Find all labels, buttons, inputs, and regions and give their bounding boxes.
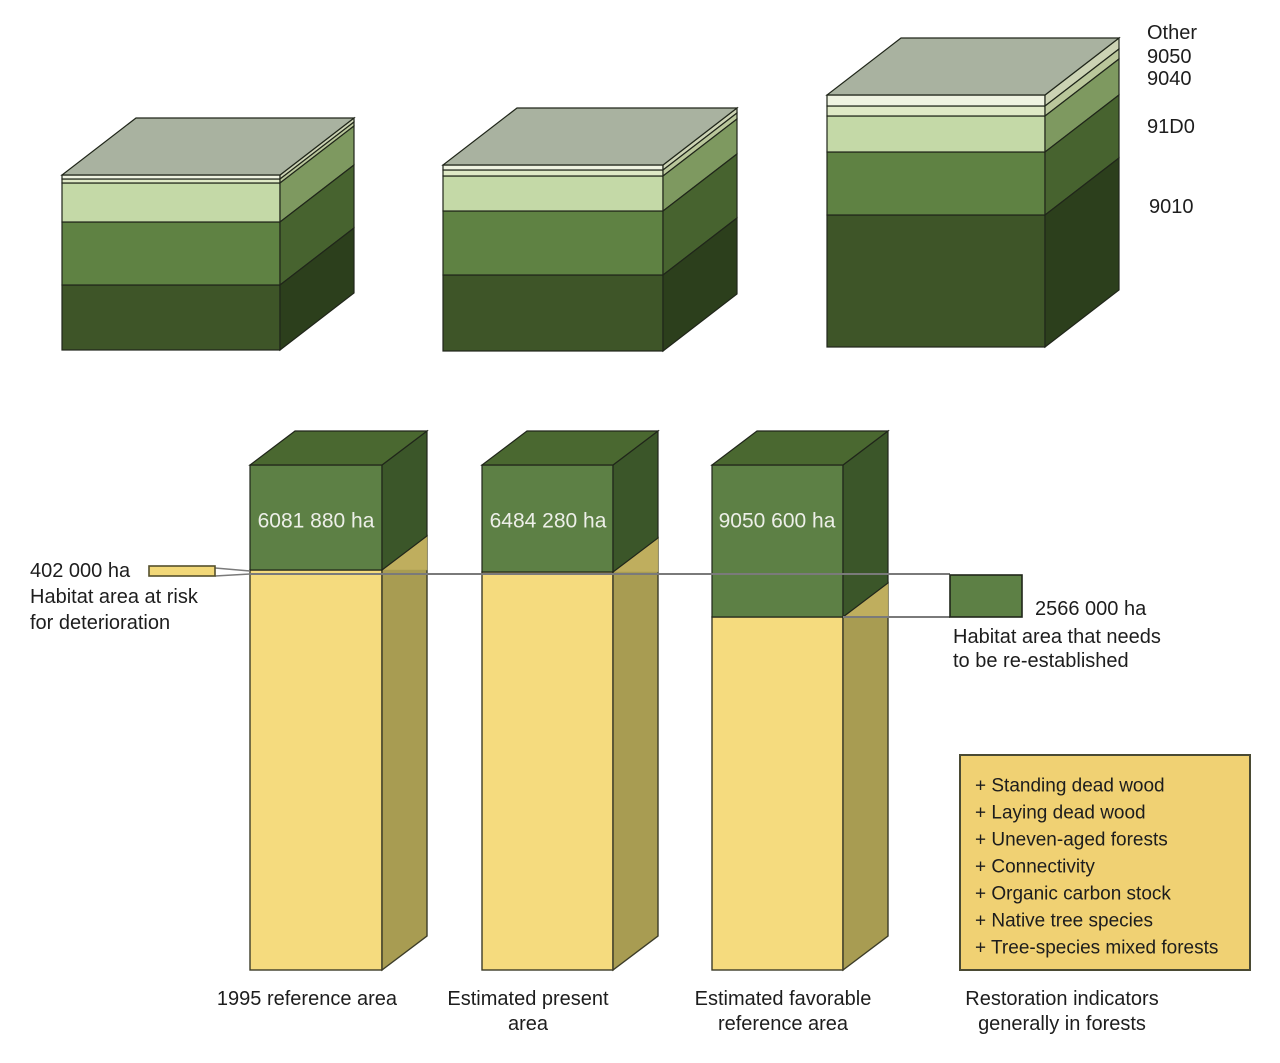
indicators-panel: [959, 754, 1251, 971]
column-2-cube-top: [480, 430, 660, 466]
risk-caption-line2: for deterioration: [30, 612, 170, 634]
reestablish-caption-line2: to be re-established: [953, 650, 1129, 672]
box3-layer-strip2-front: [826, 105, 1046, 117]
column-2-caption-line1: Estimated present: [447, 988, 609, 1010]
reference-lines: [214, 567, 950, 618]
habitat-box-2: [441, 106, 739, 353]
column-1-yellow-front: [249, 569, 383, 971]
habitat-label-91d0: 91D0: [1147, 116, 1195, 138]
box2-top-face: [441, 107, 739, 166]
reestablish-value: 2566 000 ha: [1035, 598, 1147, 620]
column-1-value-label: 6081 880 ha: [258, 510, 375, 533]
column-2: 6484 280 ha: [480, 429, 660, 972]
marker-connector-bottom: [214, 573, 251, 577]
column-2-cube-front: [481, 464, 614, 573]
habitat-label-other: Other: [1147, 22, 1197, 44]
right-annotation: 2566 000 ha Habitat area that needs to b…: [949, 574, 1161, 672]
box3-layer-light-front: [826, 115, 1046, 153]
box3-layer-strip1-front: [826, 94, 1046, 107]
reestablish-marker-box: [949, 574, 1023, 618]
column-2-yellow-front: [481, 571, 614, 971]
indicator-item-7: + Tree-species mixed forests: [975, 938, 1218, 959]
box1-top-face: [60, 117, 356, 176]
risk-marker-bar: [148, 565, 216, 577]
box1-layer-light-front: [61, 182, 281, 223]
indicator-item-3: + Uneven-aged forests: [975, 830, 1168, 851]
column-3: 9050 600 ha: [710, 429, 890, 972]
habitat-label-9010: 9010: [1149, 196, 1194, 218]
column-3-value-label: 9050 600 ha: [719, 510, 836, 533]
column-3-caption-line1: Estimated favorable: [695, 988, 872, 1010]
column-2-caption-line2: area: [508, 1013, 549, 1035]
restoration-indicators-box: + Standing dead wood + Laying dead wood …: [959, 754, 1251, 971]
habitat-label-9050: 9050: [1147, 46, 1192, 68]
column-3-caption-line2: reference area: [718, 1013, 849, 1035]
box2-layer-medium-front: [442, 210, 664, 276]
indicator-item-4: + Connectivity: [975, 857, 1095, 878]
box2-layer-dark-side: [662, 216, 738, 353]
indicators-caption-line2: generally in forests: [978, 1013, 1146, 1035]
habitat-label-9040: 9040: [1147, 68, 1192, 90]
indicator-item-6: + Native tree species: [975, 911, 1153, 932]
box3-top-face: [825, 37, 1121, 96]
box2-layer-strip1-front: [442, 164, 664, 171]
habitat-type-labels: Other 9050 9040 91D0 9010: [1147, 22, 1197, 218]
column-1-yellow-side: [381, 534, 428, 972]
column-1-caption: 1995 reference area: [217, 988, 398, 1010]
habitat-box-3: [825, 36, 1121, 349]
column-3-cube-front: [711, 464, 844, 618]
box2-layer-light-front: [442, 175, 664, 212]
column-2-value-label: 6484 280 ha: [490, 510, 607, 533]
box1-layer-dark-side: [279, 226, 355, 352]
column-2-yellow-side: [612, 536, 659, 972]
risk-caption-line1: Habitat area at risk: [30, 586, 199, 608]
indicator-item-1: + Standing dead wood: [975, 776, 1165, 797]
reestablish-caption-line1: Habitat area that needs: [953, 626, 1161, 648]
indicator-item-5: + Organic carbon stock: [975, 884, 1171, 905]
column-3-yellow-side: [842, 581, 889, 972]
column-3-yellow-front: [711, 616, 844, 971]
captions: 1995 reference area Estimated present ar…: [217, 988, 1159, 1035]
marker-connector-top: [214, 567, 251, 572]
box2-layer-strip2-front: [442, 169, 664, 177]
risk-value: 402 000 ha: [30, 560, 131, 582]
box3-layer-dark-front: [826, 214, 1046, 348]
column-1: 6081 880 ha: [248, 429, 429, 972]
habitat-box-1: [60, 116, 356, 352]
column-1-cube-top: [248, 430, 429, 466]
box1-layer-dark-front: [61, 284, 281, 351]
column-1-cube-front: [249, 464, 383, 571]
indicator-item-2: + Laying dead wood: [975, 803, 1146, 824]
box1-layer-strip2-front: [61, 178, 281, 184]
box2-layer-dark-front: [442, 274, 664, 352]
column-3-cube-top: [710, 430, 890, 466]
box3-layer-medium-front: [826, 151, 1046, 216]
box1-layer-medium-front: [61, 221, 281, 286]
box3-layer-dark-side: [1044, 156, 1120, 349]
left-annotation: 402 000 ha Habitat area at risk for dete…: [30, 560, 216, 634]
indicators-caption-line1: Restoration indicators: [965, 988, 1158, 1010]
